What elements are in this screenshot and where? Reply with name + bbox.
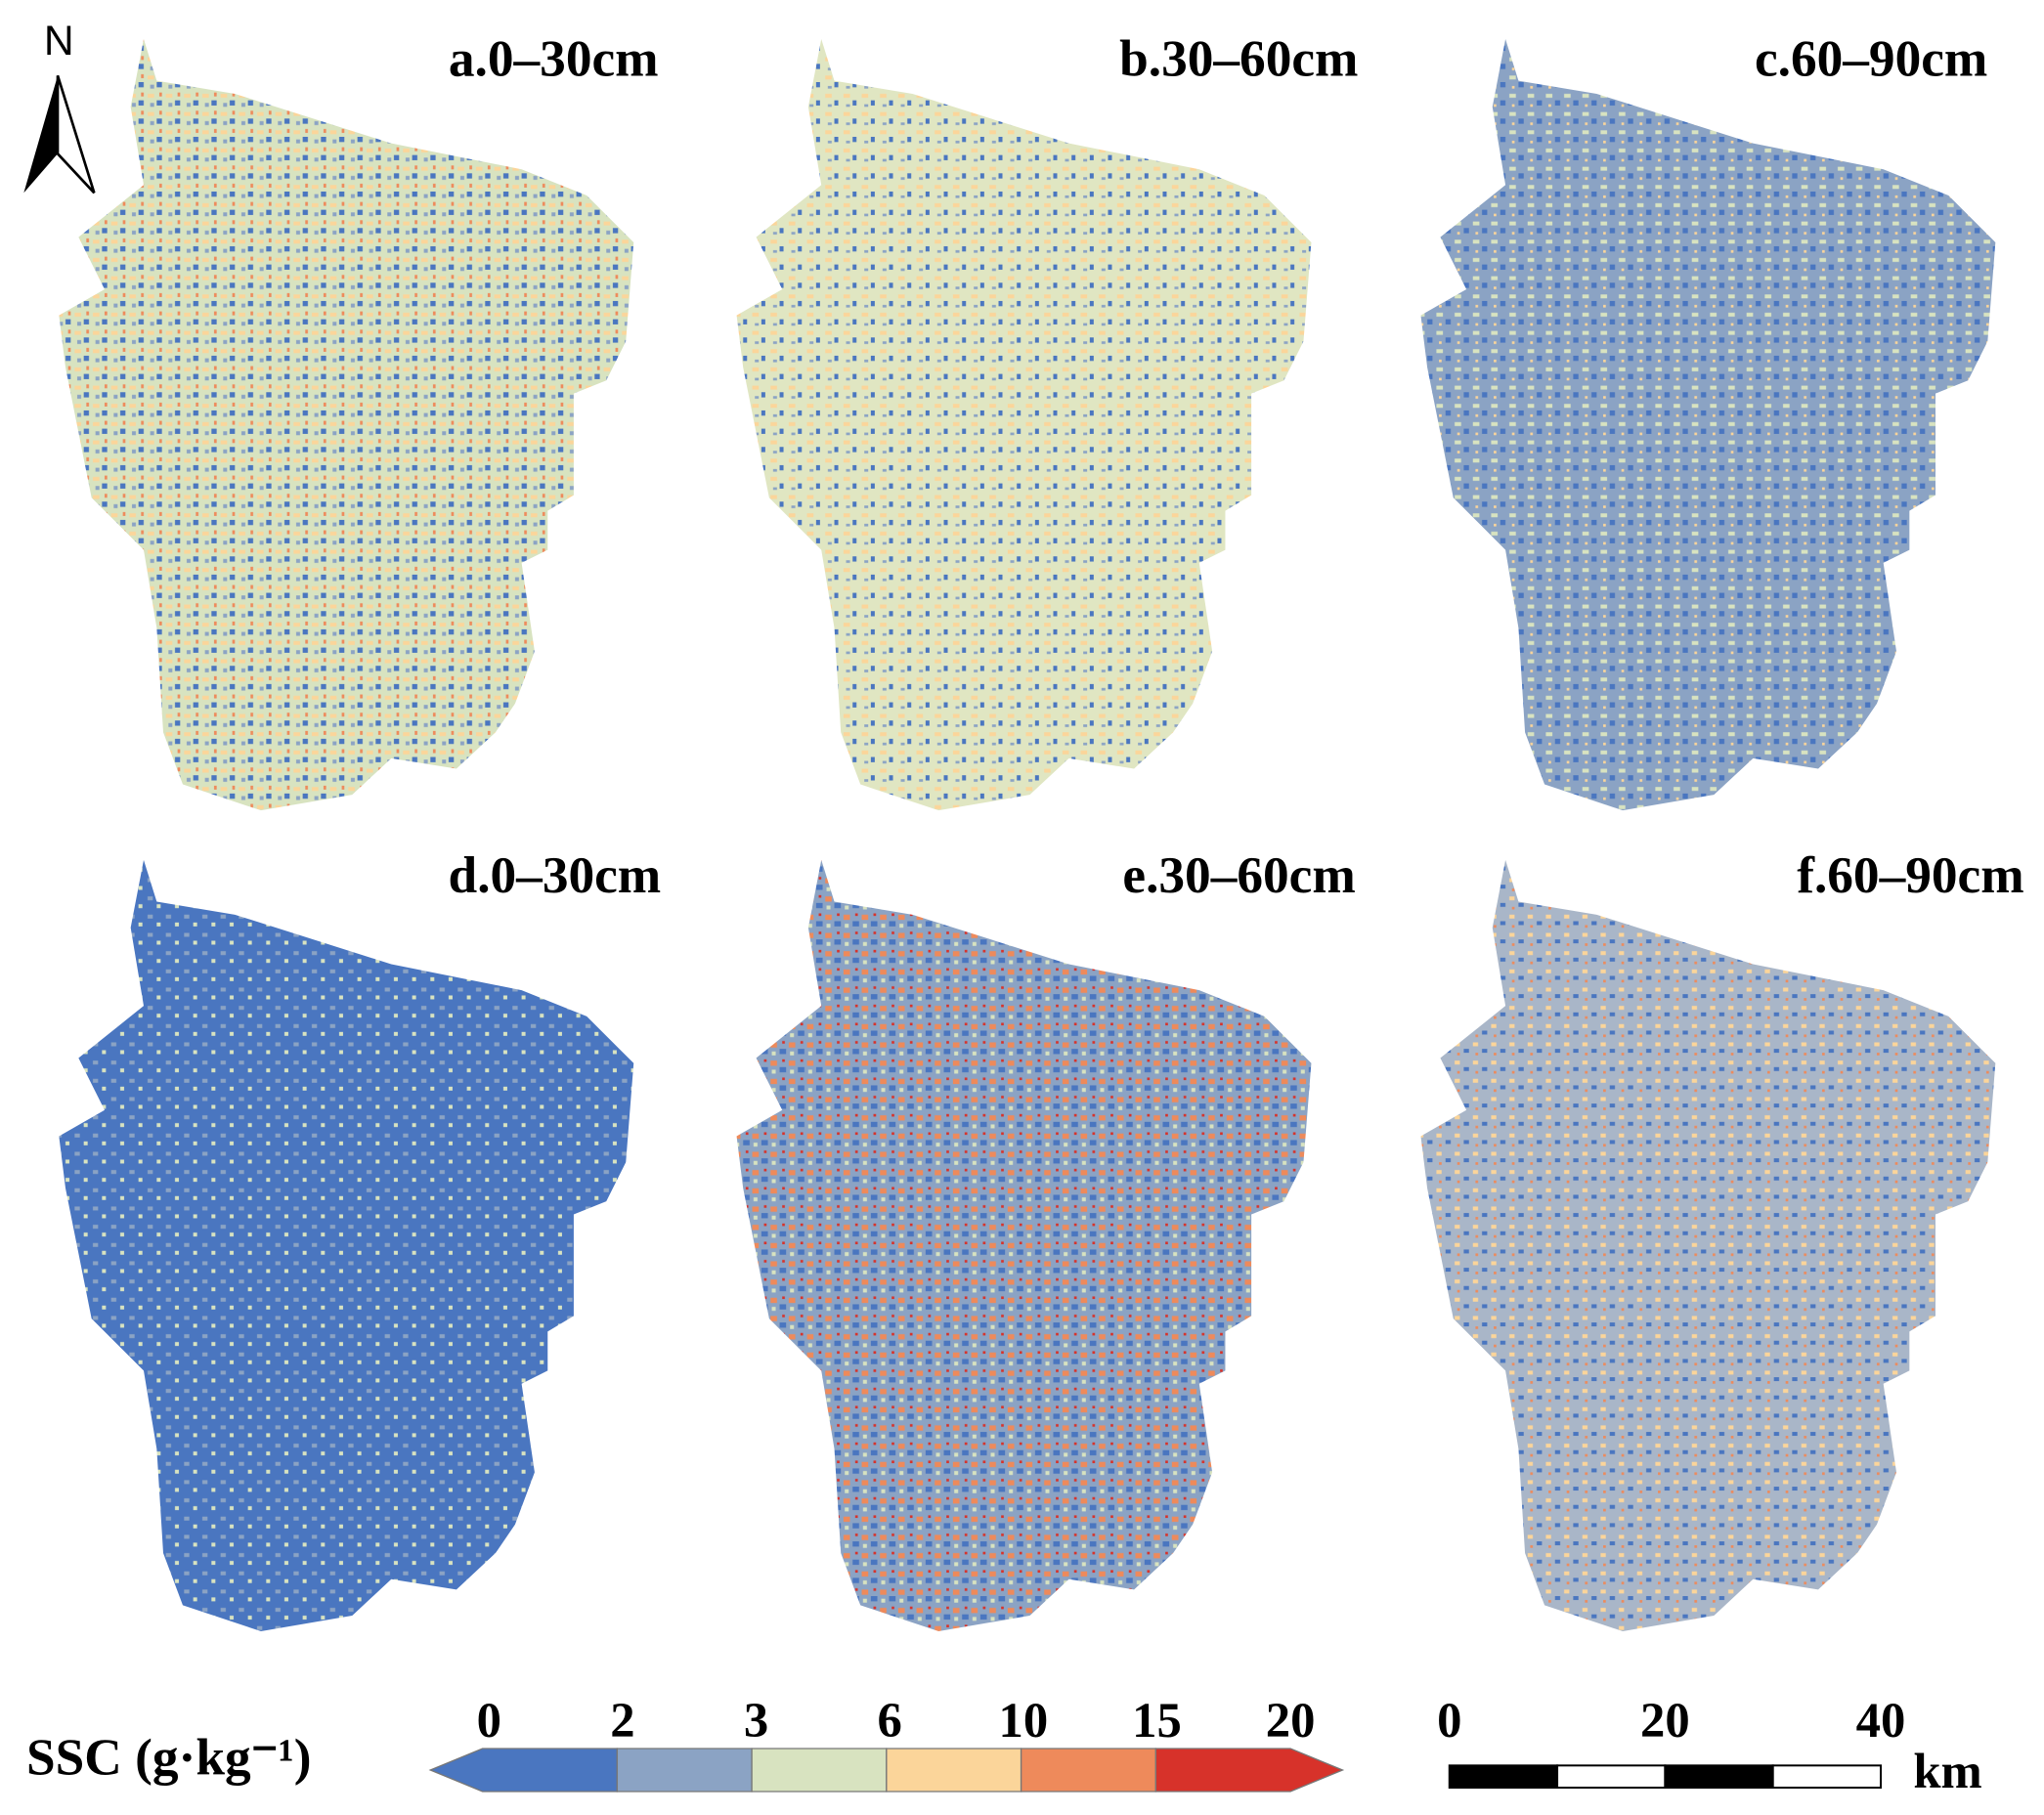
panel-title: b.30–60cm xyxy=(1119,28,1358,87)
scale-tick-label: 40 xyxy=(1856,1693,1906,1748)
map-c xyxy=(1420,38,1996,811)
scale-segment xyxy=(1771,1764,1883,1790)
legend-swatch xyxy=(751,1748,888,1793)
scale-unit: km xyxy=(1913,1744,1981,1798)
scale-segment xyxy=(1448,1764,1559,1790)
legend-tick-label: 20 xyxy=(1266,1693,1316,1748)
panel-title: e.30–60cm xyxy=(1122,845,1355,904)
scale-tick-label: 20 xyxy=(1640,1693,1690,1748)
map-f xyxy=(1420,859,1996,1632)
panel-title: f.60–90cm xyxy=(1797,845,2023,904)
legend-tick-label: 2 xyxy=(610,1693,634,1748)
scale-segment xyxy=(1556,1764,1667,1790)
legend-swatch xyxy=(1154,1748,1345,1793)
north-arrow-right xyxy=(56,74,96,194)
legend: 0 2 3 6 10 15 20 xyxy=(428,1693,1345,1793)
north-label: N xyxy=(44,18,74,65)
map-a xyxy=(59,38,634,811)
legend-tick-label: 3 xyxy=(744,1693,768,1748)
scale-segment xyxy=(1664,1764,1774,1790)
legend-swatch xyxy=(1020,1748,1157,1793)
legend-tick-label: 6 xyxy=(878,1693,902,1748)
map-b xyxy=(736,38,1312,811)
north-arrow: N xyxy=(23,18,96,194)
map-e xyxy=(736,859,1312,1632)
legend-title: SSC (g·kg⁻¹) xyxy=(26,1728,312,1787)
legend-tick-label: 0 xyxy=(477,1693,501,1748)
legend-swatch xyxy=(886,1748,1022,1793)
legend-swatch xyxy=(428,1748,619,1793)
map-panels xyxy=(59,38,1996,1632)
scale-tick-label: 0 xyxy=(1437,1693,1461,1748)
panel-title: d.0–30cm xyxy=(449,845,662,904)
legend-tick-label: 10 xyxy=(999,1693,1049,1748)
legend-swatch xyxy=(616,1748,753,1793)
north-arrow-left xyxy=(23,75,59,194)
panel-title: a.0–30cm xyxy=(449,28,659,87)
legend-tick-label: 15 xyxy=(1132,1693,1182,1748)
panel-title: c.60–90cm xyxy=(1755,28,1987,87)
map-d xyxy=(59,859,634,1632)
